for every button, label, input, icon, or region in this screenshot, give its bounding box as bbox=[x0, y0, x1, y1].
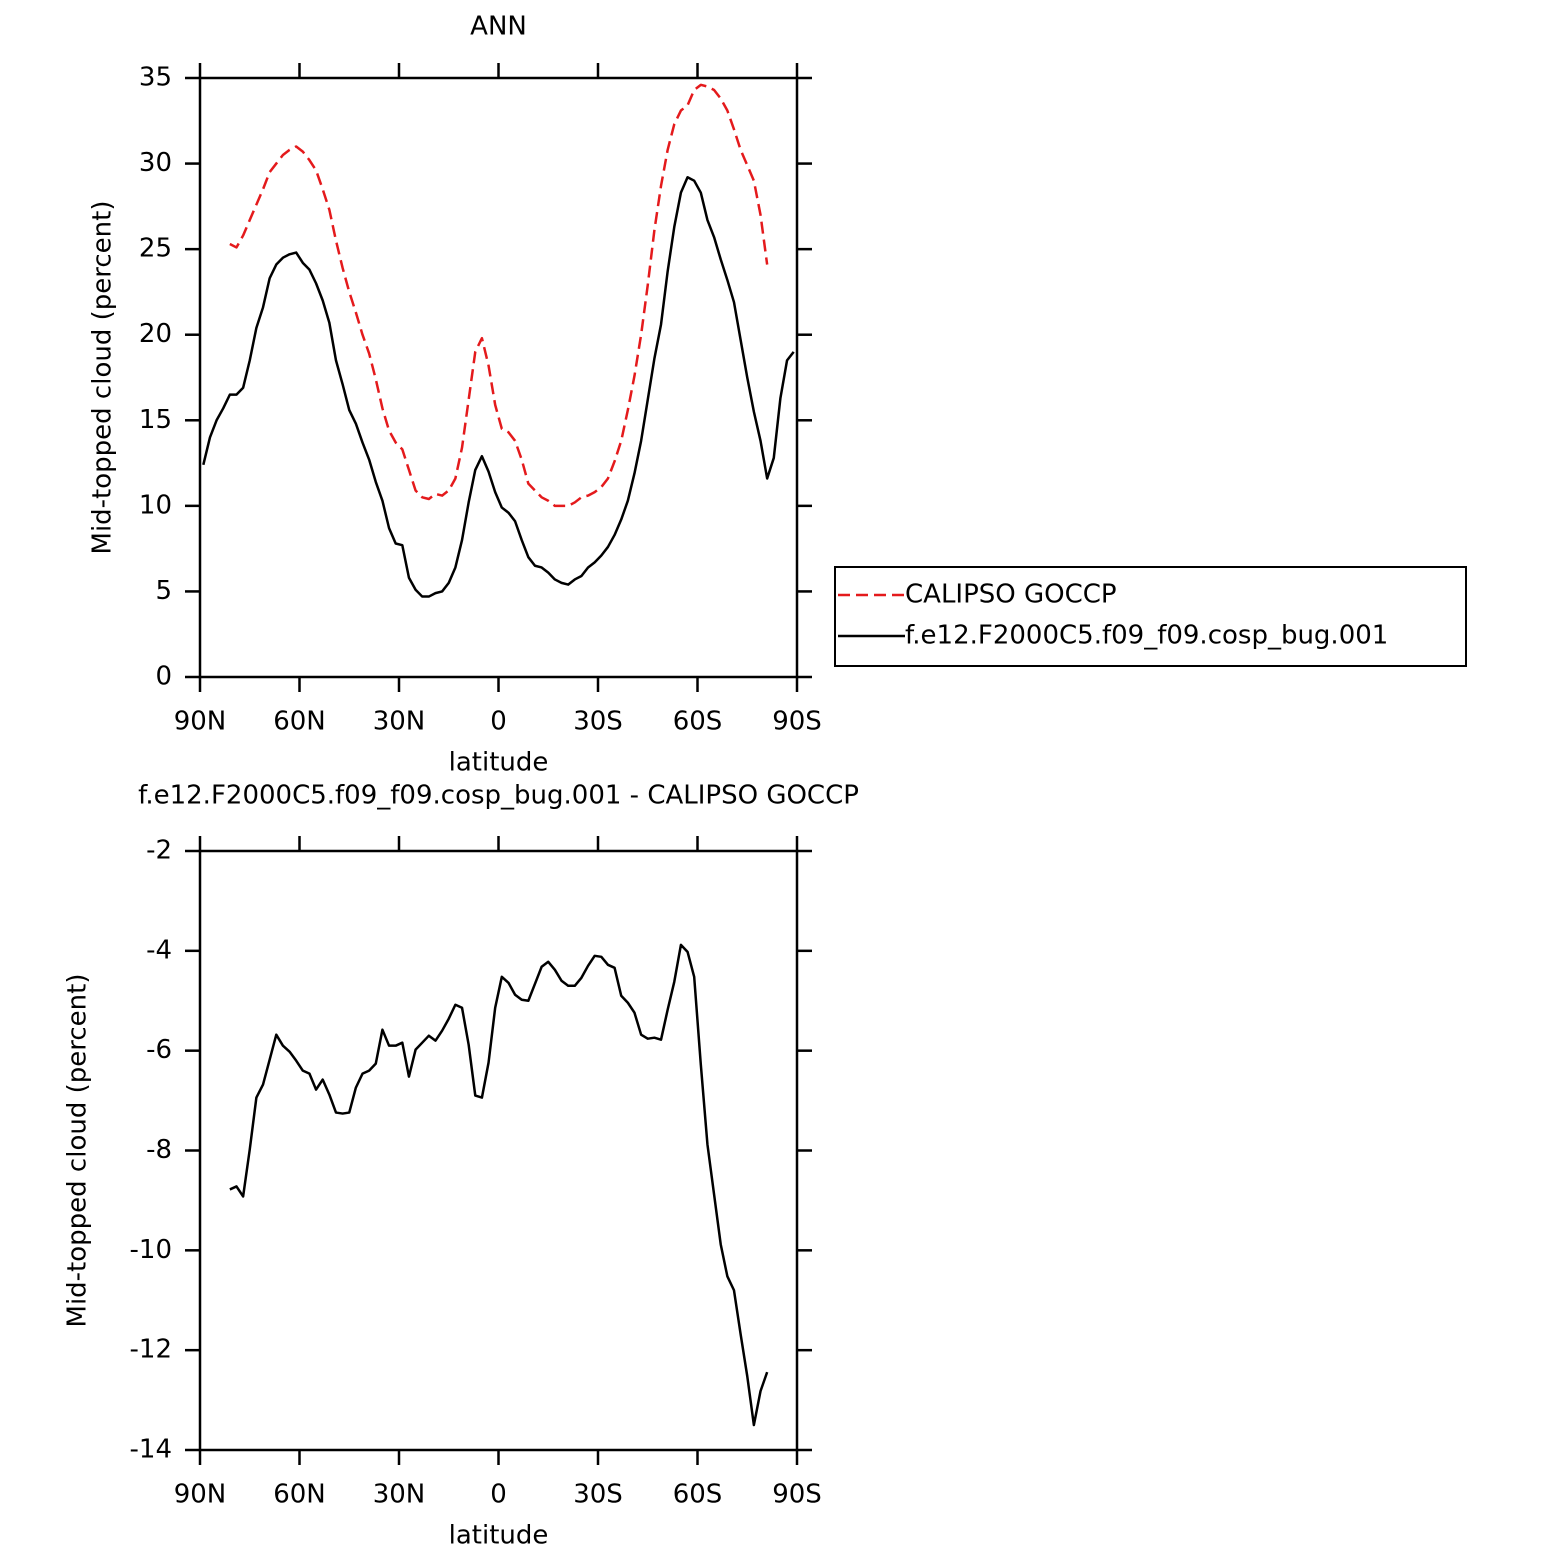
x-axis-label: latitude bbox=[449, 748, 549, 778]
x-tick-label: 30N bbox=[373, 707, 426, 737]
y-axis-label: Mid-topped cloud (percent) bbox=[63, 974, 93, 1328]
x-tick-label: 0 bbox=[490, 707, 507, 737]
x-tick-label: 60S bbox=[673, 1480, 723, 1510]
y-tick-label: -6 bbox=[146, 1035, 172, 1065]
y-tick-label: 15 bbox=[139, 405, 172, 435]
data-line bbox=[202, 176, 795, 598]
y-tick-label: -10 bbox=[130, 1235, 172, 1265]
x-tick-label: 90N bbox=[174, 707, 227, 737]
y-tick-label: 0 bbox=[155, 662, 172, 692]
y-tick-label: 25 bbox=[139, 234, 172, 264]
y-tick-label: 10 bbox=[139, 490, 172, 520]
plot-frame bbox=[198, 849, 799, 1452]
x-tick-label: 0 bbox=[490, 1480, 507, 1510]
data-line bbox=[229, 83, 769, 508]
chart-title: ANN bbox=[470, 12, 527, 42]
y-tick-label: 30 bbox=[139, 148, 172, 178]
chart-title: f.e12.F2000C5.f09_f09.cosp_bug.001 - CAL… bbox=[138, 781, 859, 811]
y-tick-label: -8 bbox=[146, 1135, 172, 1165]
x-axis-label: latitude bbox=[449, 1521, 549, 1551]
x-tick-label: 60S bbox=[673, 707, 723, 737]
x-tick-label: 30S bbox=[573, 1480, 623, 1510]
x-tick-label: 30N bbox=[373, 1480, 426, 1510]
x-tick-label: 90S bbox=[772, 1480, 822, 1510]
x-tick-label: 30S bbox=[573, 707, 623, 737]
y-tick-label: -12 bbox=[130, 1335, 172, 1365]
x-tick-label: 60N bbox=[273, 1480, 326, 1510]
y-tick-label: -14 bbox=[130, 1435, 172, 1465]
legend-label: f.e12.F2000C5.f09_f09.cosp_bug.001 bbox=[905, 621, 1388, 651]
y-tick-label: 5 bbox=[155, 576, 172, 606]
legend-box bbox=[834, 566, 1467, 667]
x-tick-label: 60N bbox=[273, 707, 326, 737]
y-axis-label: Mid-topped cloud (percent) bbox=[88, 201, 118, 555]
y-tick-label: 35 bbox=[139, 63, 172, 93]
plot-frame bbox=[198, 76, 799, 679]
data-line bbox=[229, 943, 769, 1427]
legend-label: CALIPSO GOCCP bbox=[905, 580, 1117, 610]
y-tick-label: -2 bbox=[146, 836, 172, 866]
y-tick-label: -4 bbox=[146, 935, 172, 965]
x-tick-label: 90N bbox=[174, 1480, 227, 1510]
y-tick-label: 20 bbox=[139, 319, 172, 349]
x-tick-label: 90S bbox=[772, 707, 822, 737]
